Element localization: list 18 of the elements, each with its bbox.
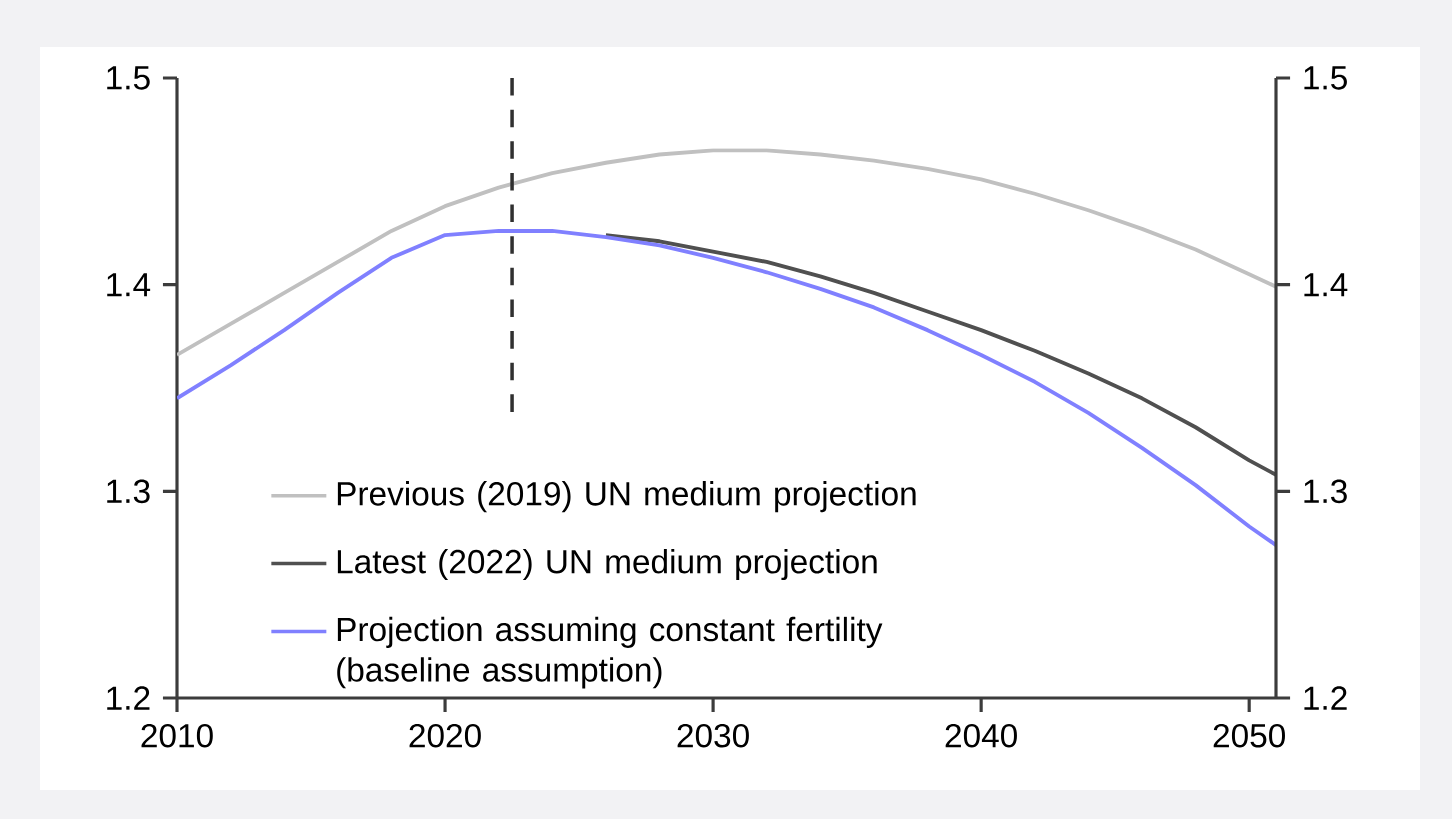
x-tick-label: 2050 — [1213, 723, 1285, 748]
legend-label: Previous (2019) UN medium projection — [337, 481, 916, 513]
y2-tick-label: 1.3 — [1304, 479, 1347, 504]
legend-label: Latest (2022) UN medium projection — [337, 548, 877, 581]
y2-tick-label: 1.5 — [1304, 66, 1347, 90]
x-tick-label: 2040 — [945, 723, 1017, 748]
legend-label: Projection assuming constant fertility (baseline assumption) — [337, 616, 883, 689]
y2-tick-label: 1.2 — [1304, 686, 1347, 710]
y2-tick-label: 1.4 — [1304, 273, 1348, 297]
x-tick-label: 2020 — [409, 723, 481, 748]
line-series — [177, 148, 1276, 357]
y-tick-label: 1.2 — [107, 686, 150, 710]
y-tick-label: 1.4 — [107, 273, 151, 297]
line-series — [177, 229, 1276, 548]
y-tick-label: 1.3 — [107, 479, 150, 504]
x-tick-label: 2010 — [141, 723, 213, 748]
y-tick-label: 1.5 — [107, 66, 150, 90]
x-tick-label: 2030 — [677, 723, 749, 748]
